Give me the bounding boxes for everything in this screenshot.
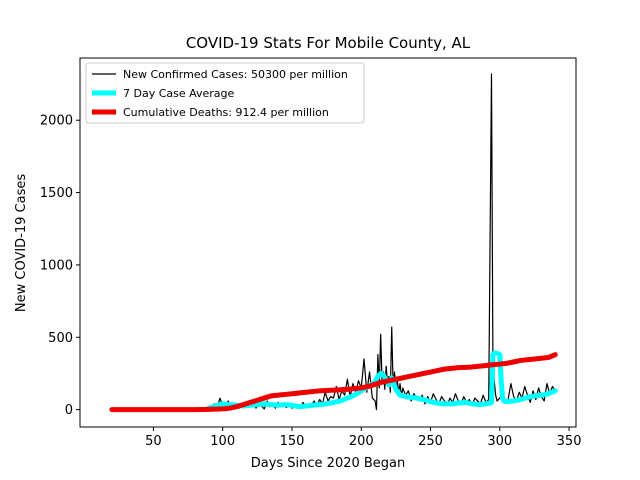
x-tick-label: 50 [145, 434, 162, 449]
y-tick-label: 0 [65, 403, 73, 418]
series-line-7day-average [206, 350, 558, 411]
x-axis-label: Days Since 2020 Began [251, 456, 406, 471]
y-tick-label: 1500 [40, 186, 73, 201]
legend-entry-7day-average-label: 7 Day Case Average [123, 87, 235, 100]
y-tick-label: 2000 [40, 114, 73, 129]
x-tick-label: 250 [418, 434, 443, 449]
y-axis-ticks: 0 500 1000 1500 2000 [40, 114, 80, 418]
x-tick-label: 100 [210, 434, 235, 449]
y-tick-label: 500 [48, 331, 73, 346]
x-tick-label: 350 [557, 434, 582, 449]
series-line-cumulative-deaths [109, 352, 558, 413]
y-axis-label: New COVID-19 Cases [14, 174, 29, 312]
x-axis-ticks: 50 100 150 200 250 300 350 [145, 427, 581, 449]
x-tick-label: 200 [349, 434, 374, 449]
x-tick-label: 150 [280, 434, 305, 449]
legend-entry-new-cases-label: New Confirmed Cases: 50300 per million [123, 68, 348, 81]
chart-title: COVID-19 Stats For Mobile County, AL [186, 34, 471, 52]
y-tick-label: 1000 [40, 258, 73, 273]
legend-box [85, 62, 365, 124]
legend: New Confirmed Cases: 50300 per million 7 … [85, 62, 365, 124]
plot-frame [79, 57, 577, 428]
series-group [109, 73, 558, 413]
x-tick-label: 300 [487, 434, 512, 449]
legend-entry-cumulative-deaths-label: Cumulative Deaths: 912.4 per million [123, 106, 329, 119]
